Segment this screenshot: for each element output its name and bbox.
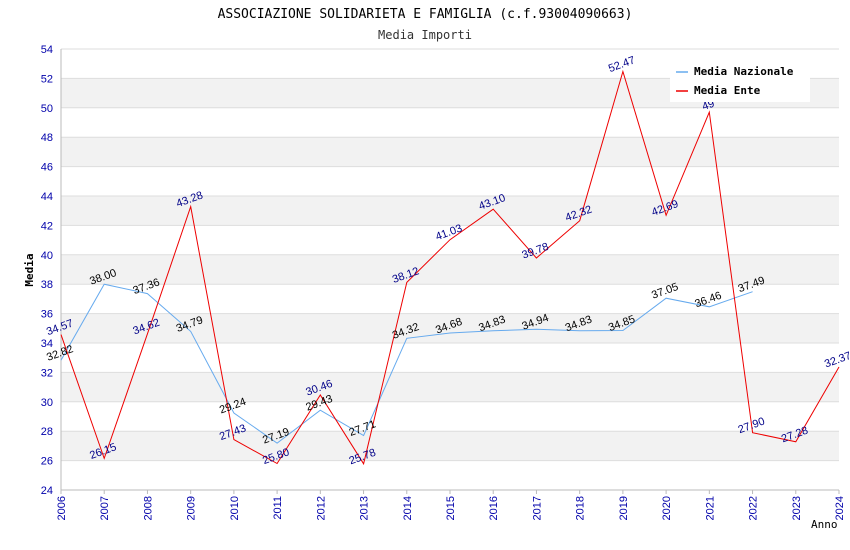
y-tick-label: 38: [41, 279, 53, 291]
x-tick-label: 2009: [186, 496, 198, 520]
x-tick-label: 2018: [575, 496, 587, 520]
x-tick-label: 2008: [142, 496, 154, 520]
x-tick-label: 2012: [315, 496, 327, 520]
x-tick-label: 2020: [661, 496, 673, 520]
x-tick-label: 2011: [272, 496, 284, 520]
y-tick-label: 42: [41, 220, 53, 232]
y-tick-label: 32: [41, 367, 53, 379]
x-tick-label: 2013: [359, 496, 371, 520]
y-tick-label: 36: [41, 309, 53, 321]
band: [61, 313, 839, 343]
series-lines: [60, 69, 840, 466]
band: [61, 107, 839, 138]
y-tick-label: 40: [41, 250, 53, 262]
y-tick-label: 34: [41, 338, 53, 350]
plot-background-bands: [61, 49, 839, 490]
series-line-0: [60, 283, 753, 444]
x-axis-label: Anno: [811, 518, 838, 531]
legend: Media Nazionale Media Ente: [670, 62, 810, 102]
band: [61, 137, 839, 167]
band: [61, 196, 839, 226]
band: [61, 401, 839, 432]
y-tick-label: 46: [41, 162, 53, 174]
y-tick-label: 26: [41, 456, 53, 468]
band: [61, 372, 839, 402]
y-tick-labels: 24 26 28 30 32 34 36 38 40 42 44 46 48 50 52 54: [41, 44, 53, 497]
x-tick-label: 2017: [531, 496, 543, 520]
x-tick-label: 2024: [834, 496, 846, 520]
band: [61, 431, 839, 461]
y-tick-label: 44: [41, 191, 53, 203]
y-tick-label: 28: [41, 426, 53, 438]
y-tick-label: 52: [41, 73, 53, 85]
axes: [60, 49, 840, 494]
x-tick-label: 2023: [791, 496, 803, 520]
band: [61, 284, 839, 314]
x-tick-label: 2022: [748, 496, 760, 520]
x-tick-label: 2007: [99, 496, 111, 520]
series-line-1: [60, 69, 840, 466]
y-tick-label: 50: [41, 103, 53, 115]
y-tick-label: 30: [41, 397, 53, 409]
x-tick-label: 2014: [402, 496, 414, 520]
chart-subtitle: Media Importi: [378, 28, 472, 42]
x-tick-label: 2015: [445, 496, 457, 520]
x-tick-labels: 2006 2007 2008 2009 2010 2011 2012 2013 2014 2015…: [56, 496, 846, 520]
y-tick-label: 24: [41, 485, 53, 497]
x-tick-label: 2019: [618, 496, 630, 520]
band: [61, 343, 839, 373]
legend-box: [670, 62, 810, 102]
band: [61, 460, 839, 490]
y-tick-label: 54: [41, 44, 53, 56]
x-tick-label: 2006: [56, 496, 68, 520]
y-axis-label: Media: [23, 253, 36, 286]
x-tick-label: 2016: [488, 496, 500, 520]
legend-label-nazionale: Media Nazionale: [694, 65, 794, 78]
legend-label-ente: Media Ente: [694, 84, 761, 97]
x-tick-label: 2010: [229, 496, 241, 520]
band: [61, 254, 839, 285]
x-tick-label: 2021: [704, 496, 716, 520]
band: [61, 166, 839, 196]
y-tick-label: 48: [41, 132, 53, 144]
chart-title: ASSOCIAZIONE SOLIDARIETA E FAMIGLIA (c.f…: [218, 7, 633, 22]
